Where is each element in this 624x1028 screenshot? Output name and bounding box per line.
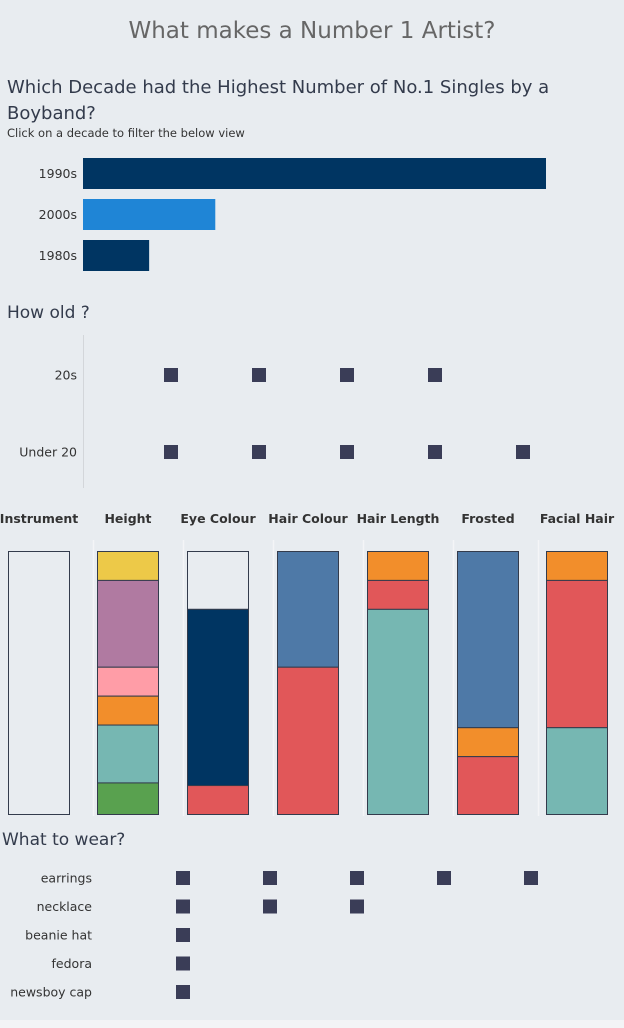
wear-label-newsboy-cap: newsboy cap [10,985,92,1000]
wear-mark-earrings [263,871,277,885]
decade-bar-1980s[interactable] [83,240,150,271]
wear-label-beanie-hat: beanie hat [25,928,92,943]
age-label-under-20: Under 20 [19,445,77,460]
stack-segment-height [97,695,159,726]
footer-strip [0,1020,624,1028]
stack-segment-facial-hair [546,727,608,816]
wear-mark-necklace [350,899,364,914]
column-header-height: Height [104,511,151,526]
decade-label-1990s[interactable]: 1990s [39,166,77,181]
wear-mark-necklace [263,899,277,914]
age-mark-20s [428,368,442,382]
stack-segment-height [97,666,159,697]
stack-segment-hair-length [367,551,429,581]
decade-bar-2000s[interactable] [83,199,216,230]
stack-segment-eye-colour [187,551,249,610]
column-header-hair-length: Hair Length [357,511,440,526]
stack-segment-hair-colour [277,551,339,668]
wear-label-fedora: fedora [52,956,92,971]
decade-chart-subtitle: Click on a decade to filter the below vi… [7,126,245,140]
stack-segment-height [97,782,159,816]
age-mark-under-20 [340,445,354,459]
column-header-facial-hair: Facial Hair [540,511,615,526]
wear-mark-necklace [176,899,190,914]
column-header-hair-colour: Hair Colour [268,511,348,526]
wear-mark-earrings [437,871,451,885]
decade-bar-1990s[interactable] [83,158,546,189]
stack-segment-height [97,579,159,668]
stack-segment-facial-hair [546,551,608,581]
stack-segment-hair-length [367,579,429,610]
age-mark-20s [164,368,178,382]
wear-label-necklace: necklace [37,899,93,914]
wear-mark-earrings [350,871,364,885]
column-header-eye-colour: Eye Colour [180,511,256,526]
age-mark-20s [252,368,266,382]
decade-label-2000s[interactable]: 2000s [39,207,77,222]
stack-segment-facial-hair [546,579,608,729]
wear-mark-beanie-hat [176,928,190,942]
stack-segment-height [97,551,159,581]
wear-mark-fedora [176,956,190,971]
stack-segment-eye-colour [187,785,249,816]
age-mark-20s [340,368,354,382]
stack-segment-frosted [457,756,519,816]
wear-mark-earrings [524,871,538,885]
decade-chart-title: Which Decade had the Highest Number of N… [7,77,550,124]
stack-segment-hair-length [367,608,429,815]
stack-segment-instrument [8,551,70,815]
wear-mark-earrings [176,871,190,885]
column-header-frosted: Frosted [461,511,514,526]
wear-label-earrings: earrings [41,871,92,886]
stack-segment-height [97,724,159,784]
dashboard-title: What makes a Number 1 Artist? [128,18,496,44]
stack-segment-frosted [457,727,519,758]
age-chart-title: How old ? [7,303,90,323]
age-mark-under-20 [428,445,442,459]
stack-segment-frosted [457,551,519,729]
age-label-20s: 20s [55,368,77,383]
stack-segment-eye-colour [187,608,249,787]
age-mark-under-20 [164,445,178,459]
wear-chart-title: What to wear? [2,830,126,850]
wear-mark-newsboy-cap [176,985,190,999]
decade-label-1980s[interactable]: 1980s [39,248,77,263]
age-mark-under-20 [252,445,266,459]
column-header-instrument: Instrument [0,511,78,526]
stack-segment-hair-colour [277,666,339,815]
age-mark-under-20 [516,445,530,459]
